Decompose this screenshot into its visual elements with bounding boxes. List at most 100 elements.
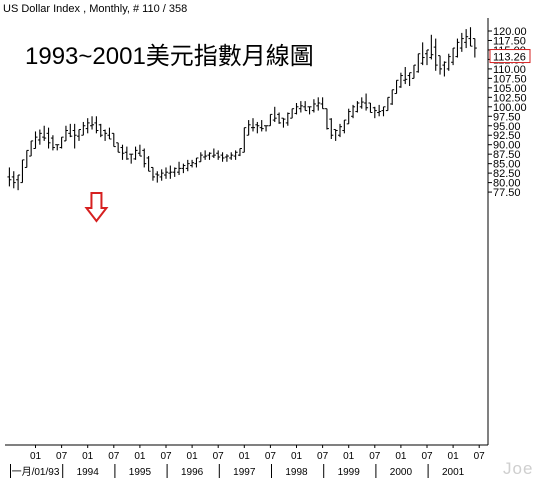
ohlc-bar xyxy=(307,106,312,115)
ohlc-bar xyxy=(364,93,369,111)
ohlc-bar xyxy=(155,171,160,183)
ohlc-bar xyxy=(311,99,316,113)
ohlc-bar xyxy=(16,174,21,191)
ohlc-bar xyxy=(94,116,99,134)
ohlc-bar xyxy=(50,135,55,151)
ohlc-bar xyxy=(407,72,412,86)
ohlc-bar xyxy=(446,53,451,71)
ohlc-bar xyxy=(224,154,229,162)
x-tick-label: 01 xyxy=(134,451,146,462)
y-tick-label: 77.50 xyxy=(493,187,521,199)
ohlc-bar xyxy=(355,101,360,113)
ohlc-bar xyxy=(294,103,299,115)
price-bars xyxy=(7,27,477,191)
ohlc-bar xyxy=(20,159,25,184)
ohlc-bar xyxy=(233,150,238,160)
x-tick-label: 01 xyxy=(395,451,407,462)
ohlc-bar xyxy=(338,123,342,138)
x-year-label: 一月/01/93 xyxy=(12,466,60,478)
ohlc-bar xyxy=(129,153,134,164)
ohlc-bar xyxy=(281,117,286,128)
x-year-label: 1995 xyxy=(129,467,152,478)
ohlc-bar xyxy=(359,97,364,109)
ohlc-bar xyxy=(59,136,64,149)
x-year-label: 1998 xyxy=(285,467,308,478)
ohlc-bar xyxy=(442,61,447,77)
ohlc-bar xyxy=(411,64,416,79)
y-tick-label: 92.50 xyxy=(493,130,521,142)
ohlc-bar xyxy=(303,101,308,112)
ohlc-bar xyxy=(420,42,425,66)
ohlc-bar xyxy=(137,144,142,157)
ohlc-bar xyxy=(381,106,386,117)
ohlc-bar xyxy=(229,152,234,160)
ohlc-bar xyxy=(211,148,216,158)
ohlc-bar xyxy=(398,72,403,88)
ohlc-bar xyxy=(377,104,382,117)
y-tick-label: 100.00 xyxy=(493,102,527,114)
last-price-box xyxy=(489,49,531,64)
y-tick-label: 102.50 xyxy=(493,92,527,104)
ohlc-bar xyxy=(124,146,129,160)
x-axis: 01 07 01 07 01 07 01 07 01 07 01 07 01 07 01 07 01 07 一月/0… xyxy=(5,444,488,478)
x-tick-label: 01 xyxy=(291,451,303,462)
ohlc-bar xyxy=(342,119,347,134)
ohlc-bar xyxy=(433,38,438,71)
ohlc-bar xyxy=(177,161,182,176)
ohlc-bar xyxy=(142,148,147,168)
x-year-label: 2001 xyxy=(442,467,465,478)
ohlc-bar xyxy=(298,101,303,113)
ohlc-bar xyxy=(168,165,173,179)
x-year-label: 1996 xyxy=(181,467,204,478)
x-tick-label: 01 xyxy=(30,451,42,462)
x-tick-label: 01 xyxy=(448,451,460,462)
chart-annotation-title: 1993~2001美元指數月線圖 xyxy=(25,43,314,70)
ohlc-bar xyxy=(272,106,277,122)
ohlc-bar xyxy=(385,96,390,112)
ohlc-bar xyxy=(403,67,408,85)
ohlc-bar xyxy=(351,104,356,119)
ohlc-bar xyxy=(42,125,47,141)
ohlc-bar xyxy=(242,127,247,153)
ohlc-bar xyxy=(320,97,325,110)
ohlc-bar xyxy=(259,120,264,132)
ohlc-bar xyxy=(416,53,421,73)
ohlc-bar xyxy=(290,108,295,119)
x-tick-label: 07 xyxy=(160,451,172,462)
x-tick-label: 01 xyxy=(82,451,94,462)
x-tick-label: 07 xyxy=(421,451,433,462)
ohlc-bar xyxy=(346,108,351,125)
ohlc-bar xyxy=(324,108,329,130)
ohlc-bar xyxy=(46,127,51,149)
ohlc-bar xyxy=(85,118,90,134)
ohlc-bar xyxy=(68,123,73,138)
x-year-label: 1994 xyxy=(77,467,100,478)
x-year-label: 1999 xyxy=(338,467,361,478)
ohlc-bar xyxy=(190,159,195,168)
ohlc-bar xyxy=(120,144,125,160)
x-tick-label: 07 xyxy=(213,451,225,462)
ohlc-bar xyxy=(372,106,377,119)
ohlc-bar xyxy=(98,123,103,138)
last-price-label: 113.26 xyxy=(493,52,526,64)
ohlc-bar xyxy=(207,152,212,160)
x-tick-label: 01 xyxy=(343,451,355,462)
ohlc-bar xyxy=(255,121,260,134)
ohlc-bar xyxy=(203,150,208,160)
y-tick-label: 110.00 xyxy=(493,64,526,76)
ohlc-bar xyxy=(438,55,443,75)
y-tick-label: 90.00 xyxy=(493,140,521,152)
x-tick-label: 07 xyxy=(369,451,381,462)
x-tick-label: 07 xyxy=(108,451,120,462)
ohlc-bar xyxy=(468,27,473,47)
ohlc-bar xyxy=(172,167,177,177)
ohlc-bar xyxy=(63,125,68,142)
ohlc-bar xyxy=(159,169,164,181)
ohlc-bar xyxy=(33,131,38,149)
y-tick-label: 87.50 xyxy=(493,149,521,161)
x-tick-label: 01 xyxy=(187,451,199,462)
ohlc-bar xyxy=(7,167,12,187)
ohlc-bar xyxy=(285,112,290,126)
ohlc-bar xyxy=(77,129,81,141)
ohlc-bar xyxy=(459,32,464,52)
